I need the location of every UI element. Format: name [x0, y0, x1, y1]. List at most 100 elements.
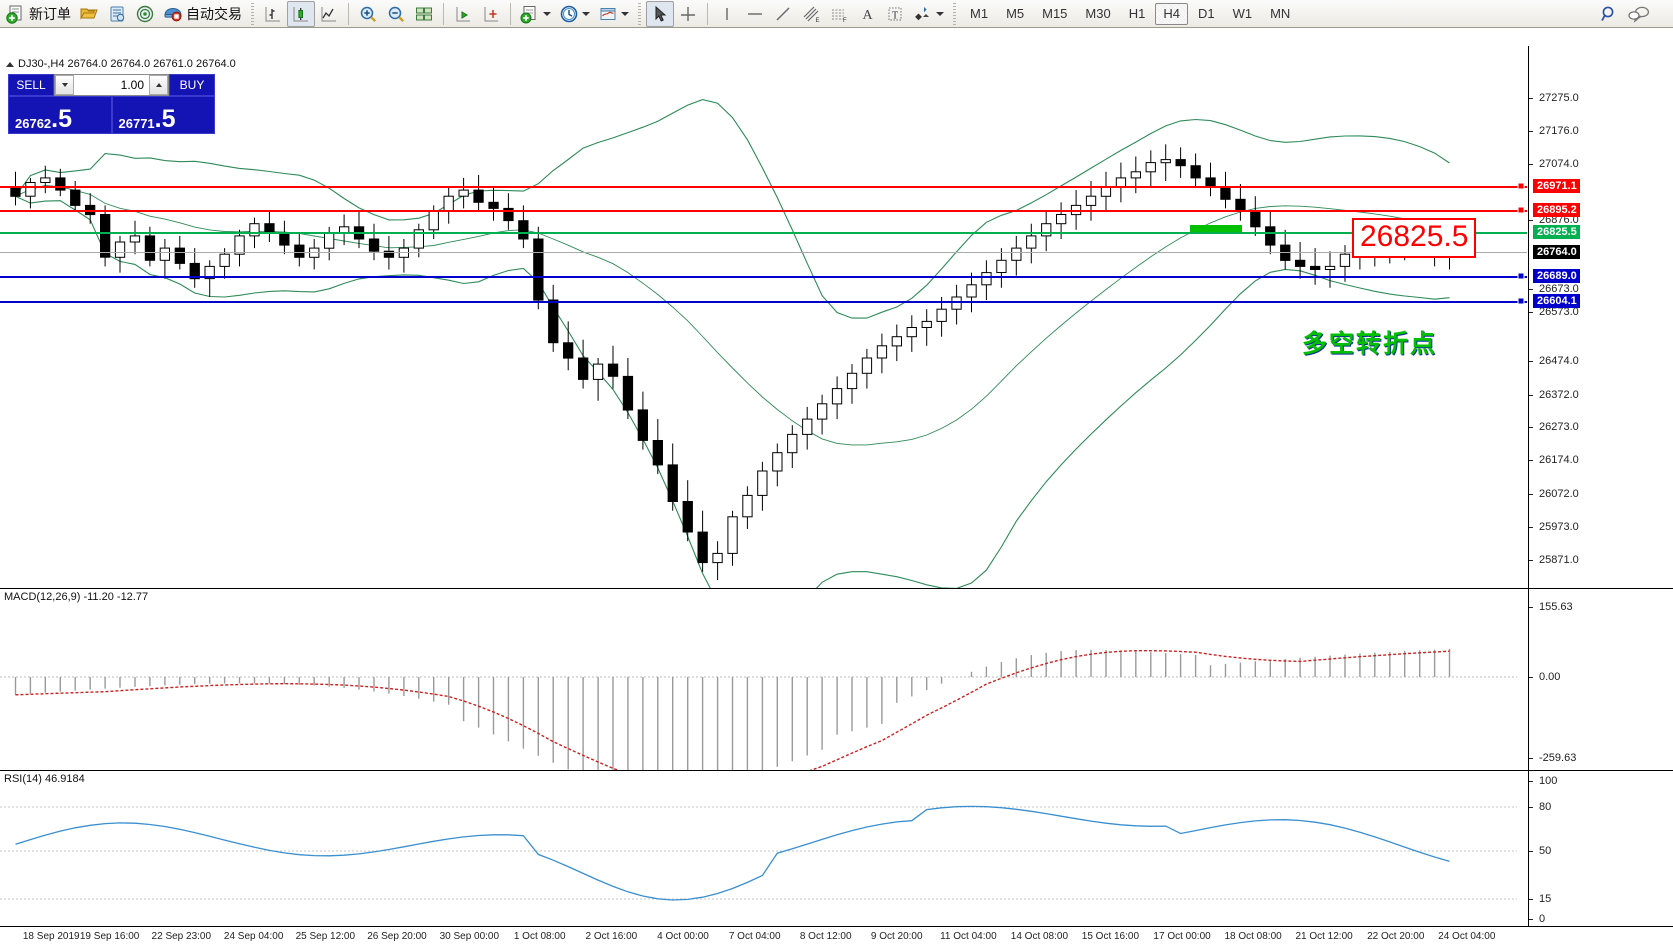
level-handle[interactable]: [1517, 272, 1525, 280]
new-order-icon: [6, 4, 26, 24]
timeframe-h1[interactable]: H1: [1128, 5, 1146, 21]
rsi-pane[interactable]: RSI(14) 46.9184 100 80 50 15 0: [0, 770, 1673, 926]
level-handle[interactable]: [1517, 182, 1525, 190]
chevron-down-icon-2[interactable]: [582, 11, 590, 16]
level-line[interactable]: [0, 186, 1527, 188]
cursor-tool-button[interactable]: [646, 0, 674, 27]
line-chart-button[interactable]: [315, 1, 343, 27]
timeframe-m5[interactable]: M5: [1006, 5, 1025, 21]
crosshair-tool-button[interactable]: [674, 1, 702, 27]
add-indicator-button[interactable]: [516, 1, 555, 27]
chart-shift-button[interactable]: [449, 1, 477, 27]
candle-body: [578, 357, 589, 380]
timeframe-w1[interactable]: W1: [1232, 5, 1253, 21]
time-axis[interactable]: 18 Sep 2019 19 Sep 16:00 22 Sep 23:00 24 Se…: [0, 926, 1673, 948]
sell-button[interactable]: SELL: [8, 74, 54, 96]
zoom-out-button[interactable]: [382, 1, 410, 27]
volume-increment-button[interactable]: [149, 75, 168, 95]
price-callout[interactable]: 26825.5: [1352, 218, 1477, 258]
candlestick-chart-button[interactable]: [287, 0, 315, 27]
price-axis-label: 26876.0: [1539, 214, 1579, 226]
macd-canvas[interactable]: [0, 589, 1527, 771]
navigator-button[interactable]: [131, 1, 159, 27]
timeframe-m15[interactable]: M15: [1042, 5, 1068, 21]
symbol-ohlc-line: DJ30-,H4 26764.0 26764.0 26761.0 26764.0: [6, 58, 236, 70]
level-handle[interactable]: [1517, 206, 1525, 214]
auto-scroll-button[interactable]: [477, 1, 505, 27]
level-line[interactable]: [0, 252, 1527, 253]
trendline-button[interactable]: [769, 1, 797, 27]
volume-decrement-button[interactable]: [55, 75, 74, 95]
price-axis[interactable]: 27275.0 27176.0 27074.0 26876.0 26673.0 26573…: [1528, 46, 1673, 599]
buy-price-integer: 26771: [118, 116, 155, 131]
level-price-tag[interactable]: 26971.1: [1533, 179, 1580, 193]
bar-chart-button[interactable]: [259, 1, 287, 27]
volume-input-group[interactable]: 1.00: [54, 74, 169, 96]
turning-point-note[interactable]: 多空转折点: [1302, 329, 1438, 358]
level-line[interactable]: [0, 210, 1527, 212]
toolbar-grip-3[interactable]: [951, 2, 958, 25]
level-handle[interactable]: [1517, 297, 1525, 305]
chevron-down-icon-3[interactable]: [621, 11, 629, 16]
timeframe-mn[interactable]: MN: [1270, 5, 1291, 21]
rsi-canvas[interactable]: [0, 771, 1527, 927]
level-line[interactable]: [0, 276, 1527, 278]
timeframe-m1[interactable]: M1: [970, 5, 989, 21]
text-label-button[interactable]: T: [881, 1, 909, 27]
level-price-tag[interactable]: 26895.2: [1533, 203, 1580, 217]
rsi-axis[interactable]: 100 80 50 15 0: [1528, 771, 1673, 926]
candle-body: [1339, 253, 1351, 267]
timeframe-d1[interactable]: D1: [1197, 5, 1215, 21]
sell-price[interactable]: 26762 .5: [8, 96, 112, 134]
templates-button[interactable]: [594, 1, 633, 27]
macd-axis[interactable]: 155.63 0.00 -259.63: [1528, 589, 1673, 770]
level-price-tag[interactable]: 26689.0: [1533, 269, 1580, 283]
profiles-button[interactable]: [75, 1, 103, 27]
toolbar-grip[interactable]: [249, 2, 256, 25]
macd-axis-tick: [1529, 677, 1533, 678]
price-pane[interactable]: 26825.5 多空转折点 27275.0 27176.0 27074.0 26876…: [0, 46, 1673, 599]
chevron-down-icon-4[interactable]: [936, 11, 944, 16]
time-axis-label: 18 Sep 2019: [22, 931, 80, 942]
level-price-tag[interactable]: 26825.5: [1533, 225, 1580, 239]
chevron-down-icon[interactable]: [543, 11, 551, 16]
candle-body: [861, 357, 873, 374]
text-tool-button[interactable]: A: [853, 1, 881, 27]
chat-button[interactable]: [1623, 1, 1655, 27]
level-line[interactable]: [0, 232, 1527, 234]
level-price-tag[interactable]: 26604.1: [1533, 294, 1580, 308]
time-axis-label: 14 Oct 08:00: [1010, 931, 1069, 942]
period-button[interactable]: [555, 1, 594, 27]
level-line[interactable]: [0, 301, 1527, 303]
buy-button[interactable]: BUY: [169, 74, 215, 96]
price-axis-label: 26273.0: [1539, 421, 1579, 433]
new-order-button[interactable]: 新订单: [2, 1, 75, 27]
buy-price[interactable]: 26771 .5: [111, 96, 215, 134]
tile-windows-button[interactable]: [410, 1, 438, 27]
equidistant-channel-button[interactable]: E: [797, 1, 825, 27]
market-watch-button[interactable]: [103, 1, 131, 27]
fibonacci-button[interactable]: F: [825, 1, 853, 27]
chart-area[interactable]: DJ30-,H4 26764.0 26764.0 26761.0 26764.0…: [0, 28, 1673, 948]
tile-windows-icon: [414, 4, 434, 24]
timeframe-h4[interactable]: H4: [1155, 2, 1188, 25]
price-axis-label: 27176.0: [1539, 125, 1579, 137]
search-button[interactable]: [1595, 1, 1623, 27]
macd-pane[interactable]: MACD(12,26,9) -11.20 -12.77 155.63 0.00 -2…: [0, 588, 1673, 771]
price-chart-canvas[interactable]: [0, 46, 1527, 588]
level-price-tag[interactable]: 26764.0: [1533, 245, 1580, 259]
horizontal-line-button[interactable]: [741, 1, 769, 27]
timeframe-m30[interactable]: M30: [1085, 5, 1111, 21]
candle-body: [70, 189, 81, 206]
vertical-line-button[interactable]: [713, 1, 741, 27]
toolbar-grip-2[interactable]: [636, 2, 643, 25]
candle-body: [712, 552, 723, 564]
zoom-in-button[interactable]: [354, 1, 382, 27]
one-click-trading-panel[interactable]: SELL 1.00 BUY 26762 .5: [8, 74, 215, 134]
volume-value[interactable]: 1.00: [120, 78, 144, 92]
position-marker[interactable]: [1190, 225, 1242, 234]
candle-body: [831, 388, 843, 405]
autotrading-button[interactable]: 自动交易: [159, 1, 246, 27]
arrows-button[interactable]: [909, 1, 948, 27]
collapse-arrow-icon[interactable]: [6, 62, 14, 67]
